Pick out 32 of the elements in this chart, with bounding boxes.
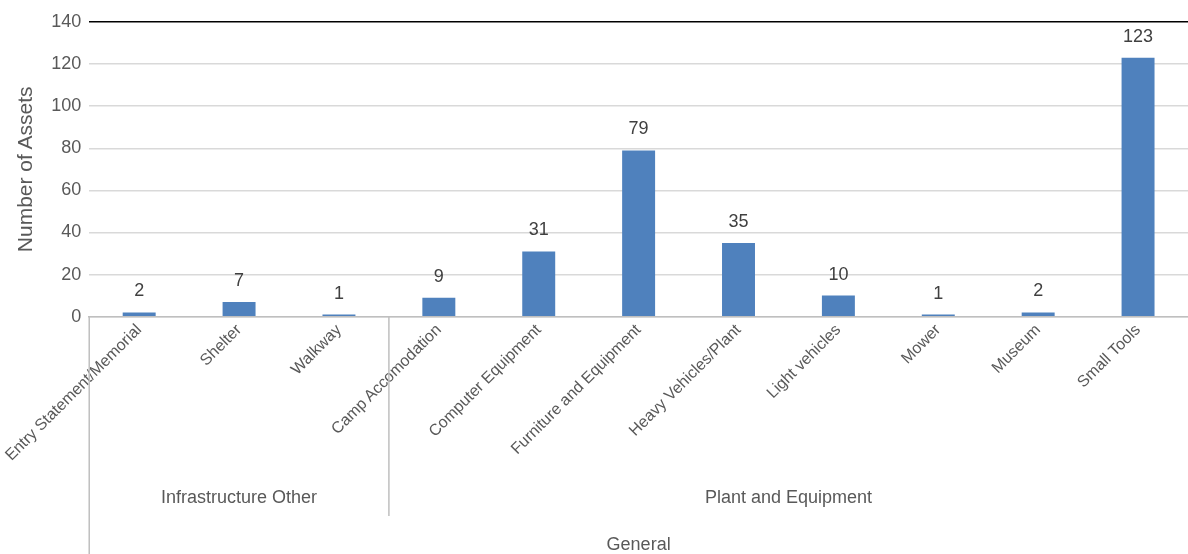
y-tick-label: 140 xyxy=(51,10,82,31)
bar xyxy=(821,295,855,316)
y-tick-label: 100 xyxy=(51,95,82,116)
bar xyxy=(122,312,156,316)
y-tick-label: 60 xyxy=(61,179,82,200)
data-label: 31 xyxy=(528,219,549,240)
data-label: 35 xyxy=(728,210,749,231)
bar xyxy=(422,297,456,316)
data-label: 9 xyxy=(433,265,444,286)
bar xyxy=(1121,57,1155,316)
bar xyxy=(1021,312,1055,316)
y-tick-label: 120 xyxy=(51,53,82,74)
bar xyxy=(522,251,556,316)
data-label: 2 xyxy=(1033,280,1044,301)
y-tick-label: 80 xyxy=(61,137,82,158)
y-tick-label: 20 xyxy=(61,263,82,284)
data-label: 123 xyxy=(1123,25,1154,46)
data-label: 1 xyxy=(333,282,344,303)
bar xyxy=(722,242,755,316)
text: Infrastructure Other xyxy=(161,486,318,507)
y-tick-label: 40 xyxy=(61,221,82,242)
data-label: 7 xyxy=(234,269,245,290)
text: Plant and Equipment xyxy=(704,486,873,507)
bar xyxy=(222,301,256,316)
text: General xyxy=(606,533,671,554)
data-label: 1 xyxy=(933,282,944,303)
data-label: 10 xyxy=(828,263,849,284)
data-label: 79 xyxy=(628,118,649,139)
y-tick-label: 0 xyxy=(71,305,82,326)
data-label: 2 xyxy=(134,280,145,301)
y-axis-title: Number of Assets xyxy=(13,86,37,253)
bar xyxy=(622,150,656,316)
